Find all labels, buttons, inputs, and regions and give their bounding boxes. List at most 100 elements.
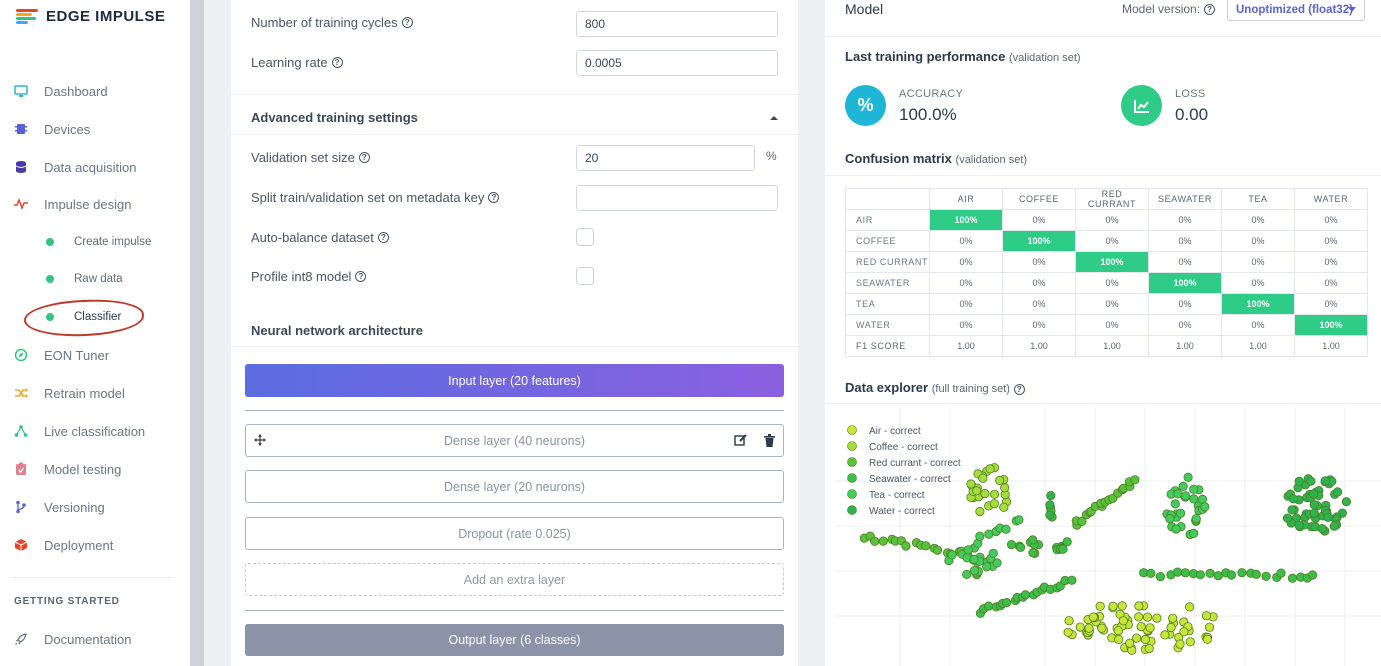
divider xyxy=(825,36,1381,37)
scatter-point xyxy=(1191,514,1201,524)
legend-marker xyxy=(847,441,857,451)
caret-up-icon[interactable] xyxy=(770,115,778,121)
scatter-point xyxy=(1002,598,1012,608)
dropout-layer-block[interactable]: Dropout (rate 0.025) xyxy=(245,517,784,550)
sidebar-item-impulse-design[interactable]: Impulse design xyxy=(0,192,190,216)
move-icon[interactable] xyxy=(254,434,266,449)
scatter-point xyxy=(1189,484,1199,494)
help-icon[interactable]: ? xyxy=(355,271,367,282)
cm-cell: 1.00 xyxy=(929,335,1003,357)
cm-cell: 0% xyxy=(1294,230,1368,252)
help-icon[interactable]: ? xyxy=(331,57,343,68)
scatter-point xyxy=(999,502,1009,512)
sidebar-item-devices[interactable]: Devices xyxy=(0,117,190,141)
sidebar-item-eon-tuner[interactable]: EON Tuner xyxy=(0,343,190,367)
dense-layer-20-block[interactable]: Dense layer (20 neurons) xyxy=(245,470,784,503)
scatter-point xyxy=(1160,630,1170,640)
scatter-point xyxy=(1309,500,1319,510)
help-icon[interactable]: ? xyxy=(377,232,389,243)
sidebar-item-model-testing[interactable]: Model testing xyxy=(0,457,190,481)
clipboard-check-icon xyxy=(14,462,28,476)
help-icon[interactable]: ? xyxy=(1204,3,1216,15)
status-dot xyxy=(46,313,54,321)
advanced-settings-header[interactable]: Advanced training settings xyxy=(251,110,418,125)
input-layer-block[interactable]: Input layer (20 features) xyxy=(245,364,784,397)
network-icon xyxy=(14,424,28,438)
monitor-icon xyxy=(14,84,28,98)
scatter-point xyxy=(1329,521,1339,531)
cm-row-header: TEA xyxy=(845,293,930,315)
validation-size-label-text: Validation set size xyxy=(251,150,355,165)
sidebar-item-live-classification[interactable]: Live classification xyxy=(0,419,190,443)
scatter-point xyxy=(1088,612,1098,622)
sidebar-item-documentation[interactable]: Documentation xyxy=(0,627,190,651)
scatter-point xyxy=(982,562,992,572)
help-icon[interactable]: ? xyxy=(1013,384,1025,395)
training-cycles-input[interactable] xyxy=(576,11,778,37)
percent-unit: % xyxy=(766,149,777,163)
rocket-icon xyxy=(14,632,28,646)
model-version-select[interactable]: Unoptimized (float32) xyxy=(1227,0,1365,21)
autobalance-checkbox[interactable] xyxy=(576,228,594,246)
legend-marker xyxy=(847,489,857,499)
scatter-point xyxy=(978,473,988,483)
sidebar-item-deployment[interactable]: Deployment xyxy=(0,533,190,557)
sidebar-item-retrain-model[interactable]: Retrain model xyxy=(0,381,190,405)
cm-cell: 0% xyxy=(1148,314,1222,336)
cm-cell: 0% xyxy=(1221,272,1295,294)
scatter-point xyxy=(1146,568,1156,578)
scatter-point xyxy=(1226,570,1237,580)
layer-separator xyxy=(245,610,784,611)
sidebar-item-dashboard[interactable]: Dashboard xyxy=(0,79,190,103)
scatter-point xyxy=(1185,637,1195,647)
scatter-point xyxy=(1175,508,1186,518)
logo[interactable]: EDGE IMPULSE xyxy=(16,8,165,25)
sidebar-subitem-create-impulse[interactable]: Create impulse xyxy=(0,230,190,254)
scatter-point xyxy=(1307,570,1318,580)
split-metadata-input[interactable] xyxy=(576,185,778,211)
scatter-point xyxy=(1261,571,1271,581)
scatter-point xyxy=(1178,481,1188,492)
scatter-point xyxy=(1046,491,1056,501)
sidebar-scrollbar[interactable] xyxy=(190,0,204,666)
data-explorer-scatter[interactable]: Air - correct Coffee - correct Red currant… xyxy=(825,406,1381,666)
legend-label: Red currant - correct xyxy=(869,458,961,469)
add-layer-button[interactable]: Add an extra layer xyxy=(245,563,784,596)
cm-cell: 1.00 xyxy=(1294,335,1368,357)
profile-int8-checkbox[interactable] xyxy=(576,267,594,285)
cm-cell: 0% xyxy=(1075,209,1149,231)
cm-row-header: RED CURRANT xyxy=(845,251,930,273)
scatter-point xyxy=(1184,602,1195,612)
scatter-point xyxy=(1166,622,1176,633)
sidebar-divider xyxy=(12,577,172,578)
validation-size-input[interactable] xyxy=(576,145,755,171)
sidebar-subitem-raw-data[interactable]: Raw data xyxy=(0,267,190,291)
sidebar-item-label: Data acquisition xyxy=(44,159,137,175)
output-layer-block[interactable]: Output layer (6 classes) xyxy=(245,624,784,656)
cm-cell: 0% xyxy=(1002,272,1076,294)
learning-rate-input[interactable] xyxy=(576,50,778,76)
trash-icon[interactable] xyxy=(764,434,775,450)
help-icon[interactable]: ? xyxy=(401,17,413,28)
sidebar-item-data-acquisition[interactable]: Data acquisition xyxy=(0,155,190,179)
scatter-point xyxy=(1180,491,1191,501)
sidebar-item-label: Versioning xyxy=(44,499,105,515)
cm-column-header: WATER xyxy=(1294,188,1368,210)
autobalance-label: Auto-balance dataset ? xyxy=(251,230,389,245)
legend-label: Coffee - correct xyxy=(869,442,938,453)
edit-icon[interactable] xyxy=(734,434,747,450)
help-icon[interactable]: ? xyxy=(488,192,500,203)
cm-cell: 100% xyxy=(929,209,1003,231)
scatter-point xyxy=(969,554,979,564)
scatter-point xyxy=(1306,476,1316,486)
learning-rate-label: Learning rate ? xyxy=(251,55,343,70)
dense-layer-40-block[interactable]: Dense layer (40 neurons) xyxy=(245,424,784,457)
sidebar-subitem-classifier[interactable]: Classifier xyxy=(0,305,190,329)
help-icon[interactable]: ? xyxy=(358,152,370,163)
perf-subtitle: (validation set) xyxy=(1009,52,1081,64)
cm-cell: 100% xyxy=(1075,251,1149,273)
scatter-point xyxy=(989,499,999,509)
sidebar-item-versioning[interactable]: Versioning xyxy=(0,495,190,519)
scatter-point xyxy=(1075,622,1085,632)
cm-cell: 0% xyxy=(1148,209,1222,231)
